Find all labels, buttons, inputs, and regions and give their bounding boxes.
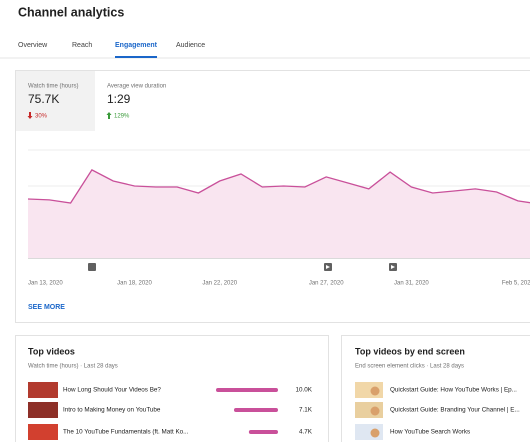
see-more[interactable]: SEE MORE — [28, 304, 65, 311]
metric-change: 30% — [35, 114, 48, 120]
page-title: Channel analytics — [18, 5, 124, 19]
metrics: Watch time (hours) 75.7K 30% Average view d… — [27, 84, 166, 120]
tab-underline — [115, 56, 158, 58]
area — [28, 169, 530, 258]
video-title[interactable]: How Long Should Your Videos Be? — [63, 387, 161, 394]
metric-label: Average view duration — [107, 84, 166, 90]
bar — [233, 408, 278, 412]
video-title[interactable]: Intro to Making Money on YouTube — [63, 407, 161, 414]
thumbnail — [28, 382, 58, 398]
video-title[interactable]: How YouTube Search Works — [390, 429, 470, 436]
tab[interactable]: Audience — [176, 42, 205, 49]
tab[interactable]: Reach — [72, 42, 92, 49]
metric-value: 1:29 — [107, 92, 131, 106]
marker-icon — [391, 265, 395, 269]
video-title[interactable]: Quickstart Guide: How YouTube Works | Ep… — [390, 387, 517, 394]
thumbnail — [28, 424, 58, 440]
video-rows: How Long Should Your Videos Be? 10.0K Intr… — [28, 382, 520, 440]
bar-value: 4.7K — [299, 429, 313, 436]
x-tick-label: Jan 27, 2020 — [309, 281, 344, 287]
marker-icon — [326, 265, 330, 269]
selected-metric-bg — [16, 71, 95, 131]
bar-value: 7.1K — [299, 407, 313, 414]
marker — [88, 263, 96, 271]
bar — [216, 388, 278, 392]
thumbnail-face — [370, 386, 380, 396]
plot: Jan 13, 2020 Jan 18, 2020 Jan 22, 2020 Jan … — [27, 149, 530, 287]
tab[interactable]: Overview — [18, 42, 48, 49]
x-tick-label: Jan 13, 2020 — [28, 281, 63, 287]
card-subtitle: Watch time (hours) · Last 28 days — [28, 364, 118, 370]
card-subtitle: End screen element clicks · Last 28 days — [355, 364, 464, 370]
timeline-markers — [88, 263, 397, 271]
card-title: Top videos by end screen — [355, 346, 465, 356]
bar — [248, 430, 278, 434]
thumbnail-face — [370, 406, 380, 416]
metric-change: 129% — [114, 114, 130, 120]
bar-value: 10.0K — [296, 387, 313, 394]
tabs: Overview Reach Engagement Audience — [18, 42, 205, 58]
card-title: Top videos — [28, 346, 75, 356]
change-arrow — [106, 112, 112, 119]
x-tick-label: Jan 31, 2020 — [394, 281, 429, 287]
x-tick-label: Jan 22, 2020 — [202, 281, 237, 287]
metric-value: 75.7K — [28, 92, 59, 106]
line — [27, 169, 530, 204]
video-title[interactable]: Quickstart Guide: Branding Your Channel … — [390, 407, 520, 414]
thumbnail — [28, 402, 58, 418]
metric-label: Watch time (hours) — [28, 84, 78, 90]
tab[interactable]: Engagement — [115, 42, 158, 49]
video-title[interactable]: The 10 YouTube Fundamentals (ft. Matt Ko… — [63, 429, 189, 436]
change-arrow — [27, 112, 33, 119]
thumbnail-face — [370, 428, 380, 438]
x-tick-label: Jan 18, 2020 — [117, 281, 152, 287]
x-tick-label: Feb 5, 2020 — [502, 281, 530, 287]
